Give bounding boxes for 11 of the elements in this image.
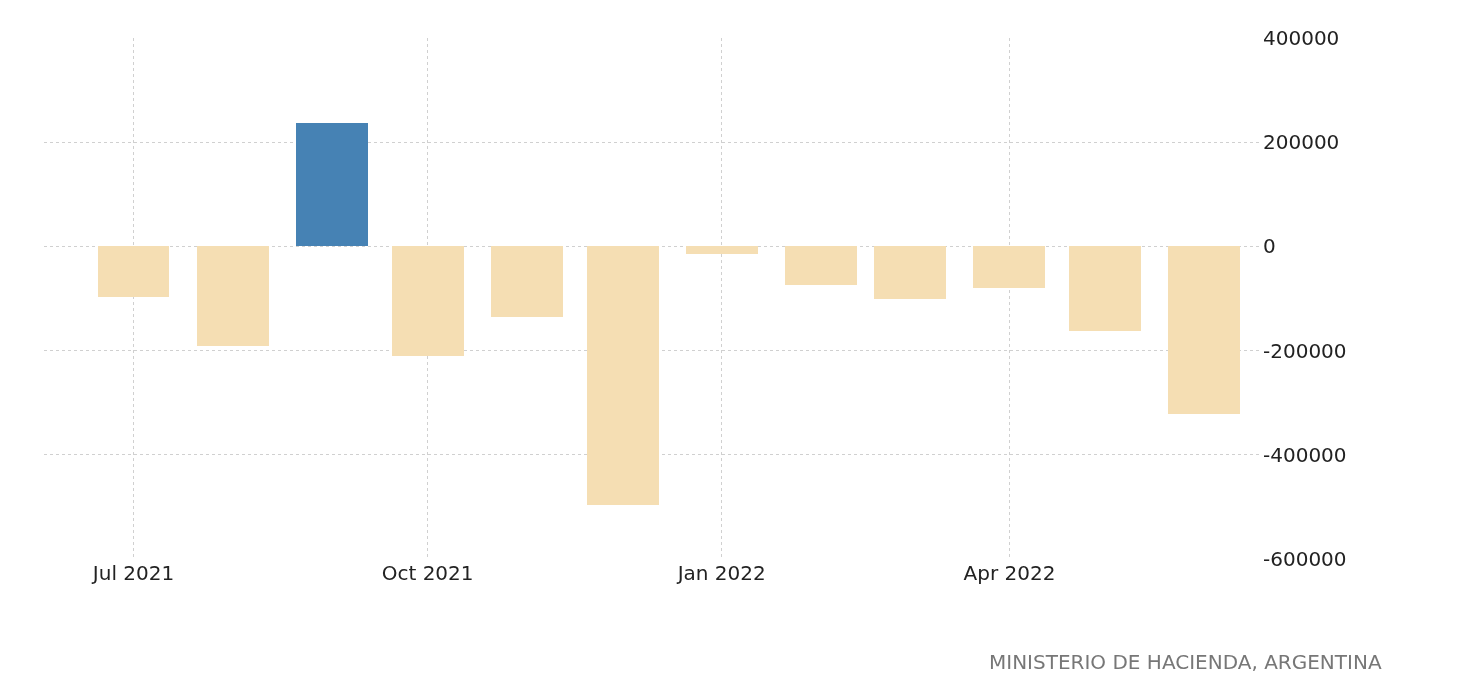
text: MINISTERIO DE HACIENDA, ARGENTINA	[989, 650, 1382, 674]
y-tick-label: -200000	[1263, 338, 1347, 363]
x-tick-label: Oct 2021	[381, 561, 474, 585]
y-tick-label: 400000	[1263, 26, 1340, 50]
y-tick-label: -600000	[1263, 547, 1347, 571]
y-tick-label: 0	[1263, 234, 1276, 259]
y-tick-label: 200000	[1263, 130, 1340, 155]
x-tick-label: Apr 2022	[963, 561, 1056, 585]
x-tick-label: Jan 2022	[675, 561, 766, 585]
y-tick-label: -400000	[1263, 442, 1347, 467]
x-tick-label: Jul 2021	[90, 561, 175, 585]
